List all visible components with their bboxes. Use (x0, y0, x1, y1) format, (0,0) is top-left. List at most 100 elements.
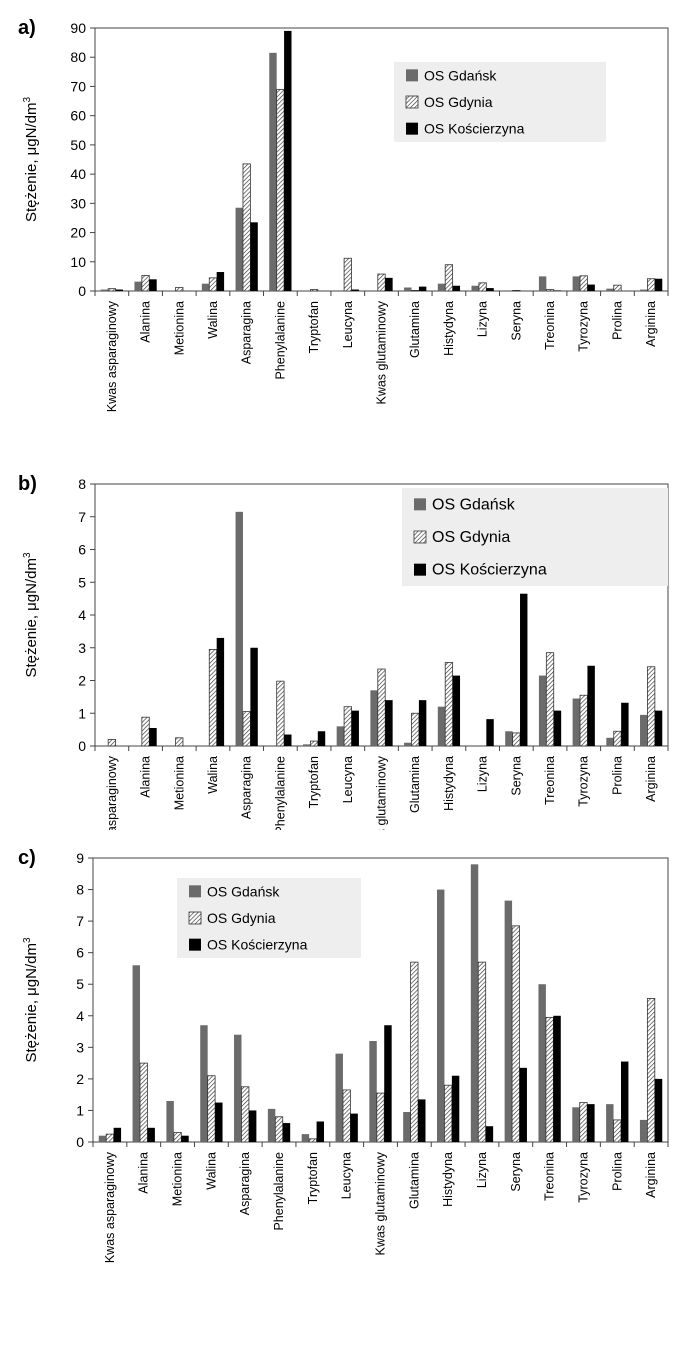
bar-os-kościerzyna-14 (587, 284, 595, 291)
legend-swatch (405, 95, 419, 109)
bar-os-gdańsk-7 (335, 1053, 343, 1142)
x-category-label: Glutamina (408, 301, 422, 358)
x-category-label: Phenylalanine (273, 756, 287, 830)
y-tick-label: 4 (76, 1008, 84, 1024)
x-category-label: Glutamina (407, 1152, 421, 1209)
legend-swatch (188, 911, 202, 925)
bar-os-kościerzyna-12 (519, 1067, 527, 1142)
y-tick-label: 0 (78, 738, 86, 754)
y-tick-label: 1 (78, 705, 86, 721)
y-tick-label: 3 (78, 640, 86, 656)
panel-label: c) (18, 847, 36, 869)
bar-os-gdańsk-14 (572, 1107, 580, 1142)
bar-os-gdynia-3 (208, 648, 218, 747)
bar-os-gdańsk-14 (572, 698, 581, 746)
bar-os-gdańsk-3 (200, 1025, 208, 1142)
bar-os-gdańsk-5 (267, 1108, 276, 1142)
y-tick-label: 10 (70, 254, 86, 270)
bar-os-gdynia-15 (613, 1119, 622, 1143)
y-tick-label: 20 (70, 225, 86, 241)
panel-label: a) (18, 17, 36, 39)
bar-os-gdańsk-10 (436, 889, 445, 1142)
legend: OS Gdańsk OS Gdynia OS Kościerzyna (394, 62, 606, 142)
bar-os-gdańsk-15 (606, 288, 614, 291)
bar-os-gdańsk-2 (168, 290, 176, 291)
x-category-label: Metionina (172, 756, 186, 810)
bar-os-gdynia-14 (579, 1102, 588, 1143)
bar-os-kościerzyna-5 (282, 1123, 291, 1142)
y-axis-title-sup: 3 (22, 97, 33, 103)
y-axis-title-text: Stężenie, μgN/dm (23, 103, 40, 223)
bar-os-gdynia-9 (410, 961, 419, 1143)
bar-os-gdańsk-12 (505, 731, 513, 746)
x-category-label: Prolina (610, 756, 624, 795)
y-axis-title-text: Stężenie, μgN/dm (23, 558, 40, 678)
bar-os-gdynia-6 (309, 740, 319, 747)
x-category-label: Glutamina (408, 756, 422, 813)
bar-os-gdańsk-2 (166, 1100, 174, 1142)
bar-os-gdańsk-4 (235, 511, 243, 746)
bar-os-kościerzyna-7 (350, 1113, 358, 1142)
bar-os-kościerzyna-13 (553, 710, 562, 746)
bar-os-gdynia-8 (376, 1092, 385, 1143)
bar-os-kościerzyna-8 (385, 277, 393, 291)
y-tick-label: 1 (76, 1102, 84, 1118)
y-tick-label: 80 (70, 49, 86, 65)
x-category-label: Prolina (610, 1152, 624, 1191)
legend-label: OS Gdańsk (432, 496, 516, 513)
bar-os-gdańsk-1 (132, 965, 141, 1142)
bar-os-gdynia-16 (646, 998, 656, 1143)
legend-label: OS Gdynia (432, 529, 510, 546)
y-tick-label: 8 (76, 882, 84, 898)
bar-os-gdynia-11 (478, 282, 487, 292)
x-category-label: Lizyna (476, 756, 490, 792)
legend-swatch (414, 498, 426, 511)
bar-os-gdańsk-13 (538, 675, 547, 746)
bar-os-gdańsk-1 (134, 281, 142, 291)
bar-os-kościerzyna-16 (654, 278, 663, 291)
bar-os-kościerzyna-11 (486, 288, 494, 291)
x-category-label: Walina (206, 756, 220, 794)
bar-os-gdynia-14 (579, 275, 588, 292)
y-axis-title: Stężenie, μgN/dm3 (22, 552, 40, 678)
y-tick-label: 7 (76, 913, 84, 929)
bar-os-gdańsk-14 (572, 276, 581, 291)
bar-os-kościerzyna-11 (486, 719, 494, 746)
bar-os-gdynia-10 (444, 1084, 453, 1143)
y-tick-label: 4 (78, 607, 86, 623)
bar-os-gdynia-10 (444, 662, 454, 747)
bar-os-gdańsk-10 (437, 283, 446, 291)
x-category-label: Seryna (509, 1152, 523, 1192)
x-category-label: Asparagina (238, 1152, 252, 1215)
bar-os-kościerzyna-8 (385, 700, 393, 746)
x-category-label: Seryna (509, 756, 523, 796)
y-axis-title: Stężenie, μgN/dm3 (22, 937, 40, 1063)
x-category-label: Treonina (543, 301, 557, 350)
x-category-label: Kwas asparaginowy (105, 755, 119, 830)
legend-swatch (406, 69, 418, 82)
legend-label: OS Gdynia (207, 910, 276, 926)
y-axis-title-text: Stężenie, μgN/dm (23, 943, 40, 1063)
y-tick-label: 30 (70, 195, 86, 211)
bar-os-kościerzyna-14 (587, 665, 595, 746)
x-category-label: Phenylalanine (273, 301, 287, 380)
bar-os-gdynia-0 (107, 739, 116, 747)
bar-os-kościerzyna-7 (351, 710, 359, 746)
bar-os-gdańsk-9 (403, 1112, 411, 1142)
bar-os-kościerzyna-9 (418, 700, 427, 746)
bar-os-gdynia-4 (242, 711, 251, 747)
legend-label: OS Gdynia (424, 94, 493, 110)
bar-os-kościerzyna-6 (317, 731, 326, 746)
bar-os-gdynia-3 (208, 277, 218, 292)
y-tick-label: 50 (70, 137, 86, 153)
y-tick-label: 0 (76, 1134, 84, 1150)
bar-os-kościerzyna-14 (587, 1104, 595, 1142)
y-tick-label: 2 (76, 1071, 84, 1087)
y-tick-label: 40 (70, 166, 86, 182)
y-tick-label: 3 (76, 1039, 84, 1055)
bar-os-gdańsk-8 (370, 690, 378, 746)
bar-os-gdańsk-16 (640, 714, 648, 746)
bar-os-gdynia-16 (647, 666, 656, 747)
bar-os-kościerzyna-3 (216, 637, 225, 746)
